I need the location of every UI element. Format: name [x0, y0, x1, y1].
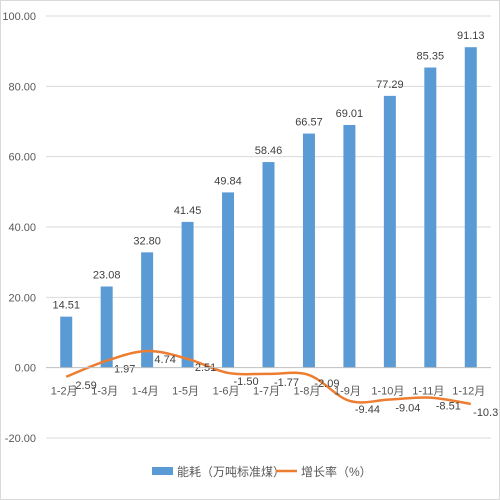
- x-tick-label: 1-6月: [213, 386, 240, 398]
- bar-value-label: 23.08: [93, 270, 121, 282]
- y-tick-label: 40.00: [8, 222, 36, 234]
- bar: [464, 47, 477, 368]
- bar: [181, 221, 194, 368]
- bar: [424, 67, 437, 368]
- axes: 100.00 80.00 60.00 40.00 20.00 0.00 -20.00 1-2月…: [2, 11, 491, 445]
- line-value-label: -9.04: [395, 402, 420, 414]
- y-tick-label: -20.00: [5, 433, 36, 445]
- bar-value-label: 49.84: [214, 175, 242, 187]
- y-tick-label: 100.00: [2, 11, 36, 23]
- bar-value-label: 41.45: [174, 205, 202, 217]
- x-tick-label: 1-2月: [51, 386, 78, 398]
- bar: [141, 252, 154, 368]
- line-value-label: -10.31: [473, 407, 499, 419]
- bar-value-label: 69.01: [336, 108, 364, 120]
- x-tick-label: 1-9月: [334, 386, 361, 398]
- line-value-label: -8.51: [436, 401, 461, 413]
- bar: [60, 316, 73, 368]
- x-tick-label: 1-11月: [412, 386, 444, 398]
- x-tick-label: 1-10月: [371, 386, 404, 398]
- legend-label-line: 增长率（%）: [301, 464, 372, 479]
- bar: [100, 286, 113, 368]
- y-tick-label: 0.00: [15, 363, 36, 375]
- y-tick-label: 80.00: [8, 81, 36, 93]
- x-tick-label: 1-4月: [132, 386, 159, 398]
- y-tick-label: 20.00: [8, 292, 36, 304]
- data-labels: 14.51 23.08 32.80 41.45 49.84 58.46 66.57 69.01…: [52, 30, 499, 419]
- line-series: [65, 349, 471, 406]
- bar: [343, 124, 356, 368]
- bar-value-label: 77.29: [376, 79, 404, 91]
- line-value-label: -1.50: [234, 376, 259, 388]
- bar: [383, 95, 396, 368]
- x-tick-label: 1-12月: [452, 386, 485, 398]
- bar-value-label: 58.46: [255, 145, 283, 157]
- line-value-label: -9.44: [355, 404, 380, 416]
- bar-series: [60, 47, 477, 368]
- y-tick-label: 60.00: [8, 152, 36, 164]
- x-tick-label: 1-3月: [91, 386, 118, 398]
- line-value-label: -2.09: [314, 378, 339, 390]
- line-value-label: 4.74: [154, 354, 175, 366]
- x-tick-label: 1-8月: [294, 386, 321, 398]
- bar: [302, 133, 315, 368]
- bar-value-label: 91.13: [457, 30, 485, 42]
- bar-value-label: 14.51: [52, 300, 80, 312]
- line-value-label: -1.77: [274, 377, 299, 389]
- x-tick-label: 1-5月: [172, 386, 199, 398]
- bar: [222, 192, 235, 368]
- line-value-label: 1.97: [114, 364, 135, 376]
- line-value-label: -2.59: [72, 380, 97, 392]
- legend: 能耗（万吨标准煤） 增长率（%）: [152, 464, 372, 479]
- growth-rate-line: [65, 349, 471, 406]
- legend-label-bar: 能耗（万吨标准煤）: [177, 465, 285, 479]
- bar-value-label: 85.35: [417, 51, 445, 63]
- bar-value-label: 32.80: [133, 235, 161, 247]
- bar-value-label: 66.57: [295, 117, 323, 129]
- x-tick-label: 1-7月: [253, 386, 280, 398]
- legend-swatch-bar: [152, 467, 173, 475]
- bar: [262, 162, 275, 368]
